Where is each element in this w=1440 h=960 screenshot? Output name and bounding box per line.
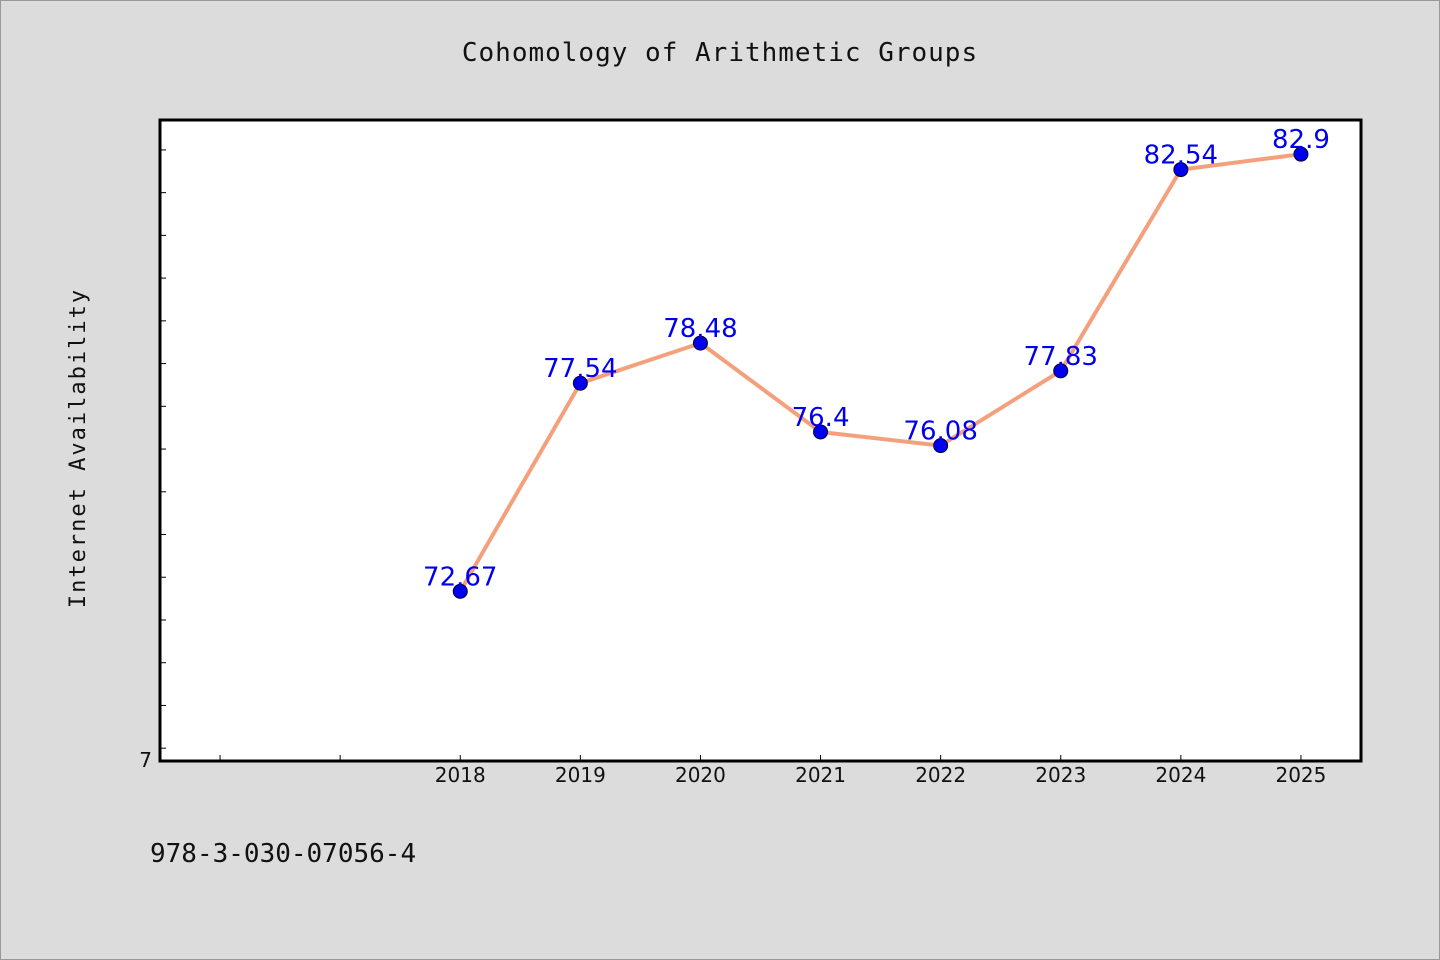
- data-point-2021: [813, 424, 829, 440]
- data-label-2024: 82.54: [1144, 141, 1218, 171]
- data-label-2020: 78.48: [663, 314, 737, 344]
- y-tick-label: 7: [139, 748, 152, 772]
- plot-frame: [158, 118, 1363, 763]
- x-tick-labels: 2018 2019 2020 2021 2022 2023 2024 2025: [435, 763, 1327, 787]
- data-point-2023: [1053, 363, 1069, 379]
- y-axis-label: Internet Availability: [66, 288, 91, 608]
- x-tick-label-2022: 2022: [915, 763, 966, 787]
- data-label-2018: 72.67: [423, 562, 497, 592]
- data-point-2018: [452, 583, 468, 599]
- chart-title: Cohomology of Arithmetic Groups: [462, 38, 978, 68]
- data-label-2019: 77.54: [543, 354, 617, 384]
- series-line: [458, 152, 1302, 593]
- isbn-text: 978-3-030-07056-4: [150, 839, 416, 869]
- data-point-2022: [933, 438, 949, 454]
- data-labels: 72.67 77.54 78.48 76.4 76.08 77.83 82.54 82.9: [423, 125, 1330, 592]
- data-label-2025: 82.9: [1272, 125, 1330, 155]
- x-tick-label-2020: 2020: [675, 763, 726, 787]
- plot-area: [160, 120, 1361, 761]
- x-tick-label-2024: 2024: [1155, 763, 1206, 787]
- x-tick-label-2018: 2018: [435, 763, 486, 787]
- x-tick-label-2023: 2023: [1035, 763, 1086, 787]
- x-tick-label-2019: 2019: [555, 763, 606, 787]
- data-point-2019: [572, 375, 588, 391]
- x-tick-label-2021: 2021: [795, 763, 846, 787]
- data-point-2024: [1173, 162, 1189, 178]
- data-label-2023: 77.83: [1024, 342, 1098, 372]
- series-markers: [452, 146, 1309, 599]
- data-point-2020: [692, 335, 708, 351]
- data-label-2022: 76.08: [903, 417, 977, 447]
- x-tick-label-2025: 2025: [1275, 763, 1326, 787]
- data-label-2021: 76.4: [792, 403, 850, 433]
- data-point-2025: [1293, 146, 1309, 162]
